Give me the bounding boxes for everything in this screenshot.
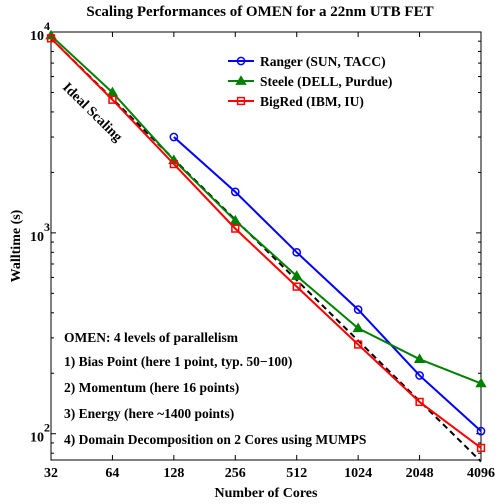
data-point xyxy=(292,247,302,257)
legend-entry: Ranger (SUN, TACC) xyxy=(228,54,386,69)
data-point xyxy=(231,224,240,233)
y-axis-label: Walltime (s) xyxy=(9,209,24,282)
x-tick-label: 32 xyxy=(44,466,58,481)
y-tick-label: 104 xyxy=(30,19,50,44)
legend-entry: BigRed (IBM, IU) xyxy=(228,94,364,109)
x-axis-label: Number of Cores xyxy=(215,486,318,501)
legend-marker xyxy=(236,96,246,106)
series-line xyxy=(50,34,482,385)
y-tick-label: 102 xyxy=(30,421,50,446)
data-point xyxy=(291,270,303,280)
annotation-line: 4) Domain Decomposition on 2 Cores using… xyxy=(64,432,366,447)
legend-label: Steele (DELL, Purdue) xyxy=(260,74,392,89)
series-group xyxy=(45,29,487,453)
data-point xyxy=(108,95,117,104)
chart-title: Scaling Performances of OMEN for a 22nm … xyxy=(86,4,433,20)
data-point xyxy=(229,214,241,225)
series-circle xyxy=(169,132,486,436)
y-tick-base: 10 xyxy=(30,29,44,44)
data-point xyxy=(230,187,240,197)
data-point xyxy=(352,322,364,333)
legend: Ranger (SUN, TACC) Steele (DELL, Purdue) B… xyxy=(228,54,392,109)
data-point xyxy=(169,132,179,142)
annotation-line: 2) Momentum (here 16 points) xyxy=(64,380,239,395)
data-point xyxy=(476,443,486,453)
annotation-heading: OMEN: 4 levels of parallelism xyxy=(64,330,239,345)
data-point xyxy=(415,397,424,407)
data-point xyxy=(475,377,487,388)
y-tick-label: 103 xyxy=(30,220,50,245)
x-tick-label: 512 xyxy=(286,466,307,481)
legend-marker xyxy=(235,75,247,85)
y-tick-base: 10 xyxy=(30,431,44,446)
y-tick-exponent: 4 xyxy=(44,19,50,33)
y-tick-exponent: 2 xyxy=(44,421,50,435)
legend-label: BigRed (IBM, IU) xyxy=(260,94,364,109)
data-point xyxy=(353,305,363,314)
x-tick-label: 1024 xyxy=(344,466,372,481)
data-point xyxy=(413,353,426,364)
annotation-line: 1) Bias Point (here 1 point, typ. 50−100… xyxy=(64,354,292,369)
series-line xyxy=(173,136,482,432)
x-tick-label: 256 xyxy=(225,466,246,481)
x-tick-label: 2048 xyxy=(406,466,434,481)
y-tick-base: 10 xyxy=(30,230,44,245)
data-point xyxy=(353,340,363,349)
y-tick-exponent: 3 xyxy=(44,220,50,234)
annotation-box: OMEN: 4 levels of parallelism 1) Bias Poi… xyxy=(64,330,366,447)
data-point xyxy=(46,34,56,43)
series-line xyxy=(50,37,482,449)
legend-entry: Steele (DELL, Purdue) xyxy=(228,74,392,89)
series-triangle xyxy=(45,29,487,388)
x-tick-label: 128 xyxy=(163,466,184,481)
data-point xyxy=(476,426,486,436)
series-square xyxy=(46,34,486,453)
data-point xyxy=(415,371,424,380)
annotation-line: 3) Energy (here ~1400 points) xyxy=(64,406,234,421)
x-tick-label: 64 xyxy=(105,466,119,481)
x-tick-label: 4096 xyxy=(467,466,495,481)
data-point xyxy=(169,159,179,169)
legend-label: Ranger (SUN, TACC) xyxy=(260,54,386,69)
legend-marker xyxy=(236,56,246,66)
data-point xyxy=(292,282,301,291)
